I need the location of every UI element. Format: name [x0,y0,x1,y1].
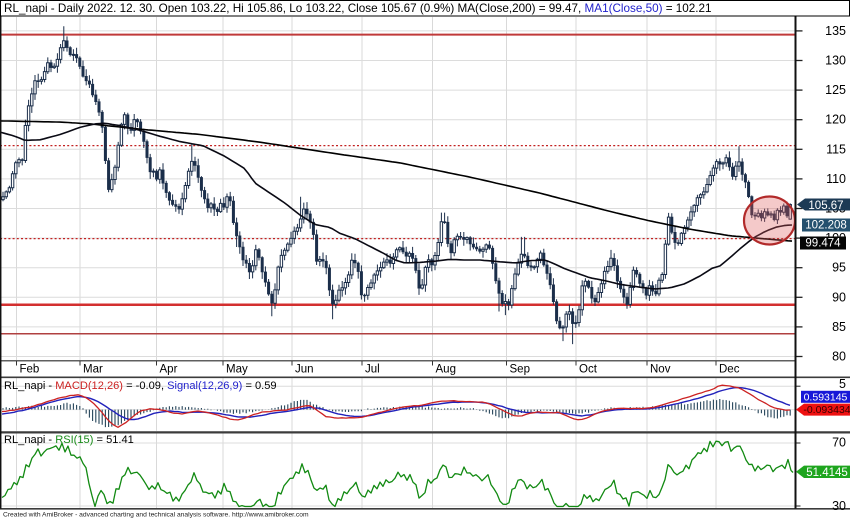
svg-text:RL_napi - MACD(12,26) = -0.09,: RL_napi - MACD(12,26) = -0.09, Signal(12… [4,380,277,392]
svg-text:90: 90 [832,290,846,304]
svg-text:95: 95 [832,261,846,275]
svg-text:30: 30 [832,499,846,513]
svg-text:Feb: Feb [20,364,40,376]
svg-text:RL_napi - RSI(15) = 51.41: RL_napi - RSI(15) = 51.41 [4,434,134,446]
svg-text:Apr: Apr [160,364,178,376]
svg-text:99.474: 99.474 [805,238,841,250]
svg-text:May: May [226,364,248,376]
svg-text:Mar: Mar [83,364,103,376]
svg-text:110: 110 [826,172,846,186]
svg-text:-0.093434: -0.093434 [803,404,850,416]
svg-text:85: 85 [832,320,846,334]
svg-text:105.67: 105.67 [808,200,843,212]
svg-text:115: 115 [826,142,846,156]
svg-text:5: 5 [839,377,846,391]
svg-text:Created with AmiBroker - advan: Created with AmiBroker - advanced charti… [3,512,309,519]
svg-text:130: 130 [825,54,846,68]
svg-text:102.208: 102.208 [805,220,847,232]
svg-text:120: 120 [825,113,846,127]
svg-text:70: 70 [832,435,846,449]
svg-text:Sep: Sep [510,364,530,376]
svg-text:Oct: Oct [579,364,598,376]
svg-text:Jun: Jun [295,364,314,376]
svg-text:125: 125 [825,83,846,97]
svg-text:Dec: Dec [719,364,740,376]
svg-text:51.4145: 51.4145 [806,467,848,479]
svg-text:135: 135 [825,24,846,38]
svg-text:0.593145: 0.593145 [804,391,848,403]
svg-text:Aug: Aug [436,364,456,376]
svg-text:Nov: Nov [650,364,671,376]
svg-text:80: 80 [832,350,846,364]
svg-text:RL_napi - Daily 2022. 12. 30.: RL_napi - Daily 2022. 12. 30. Open 103.2… [4,2,712,15]
svg-text:Jul: Jul [365,364,380,376]
